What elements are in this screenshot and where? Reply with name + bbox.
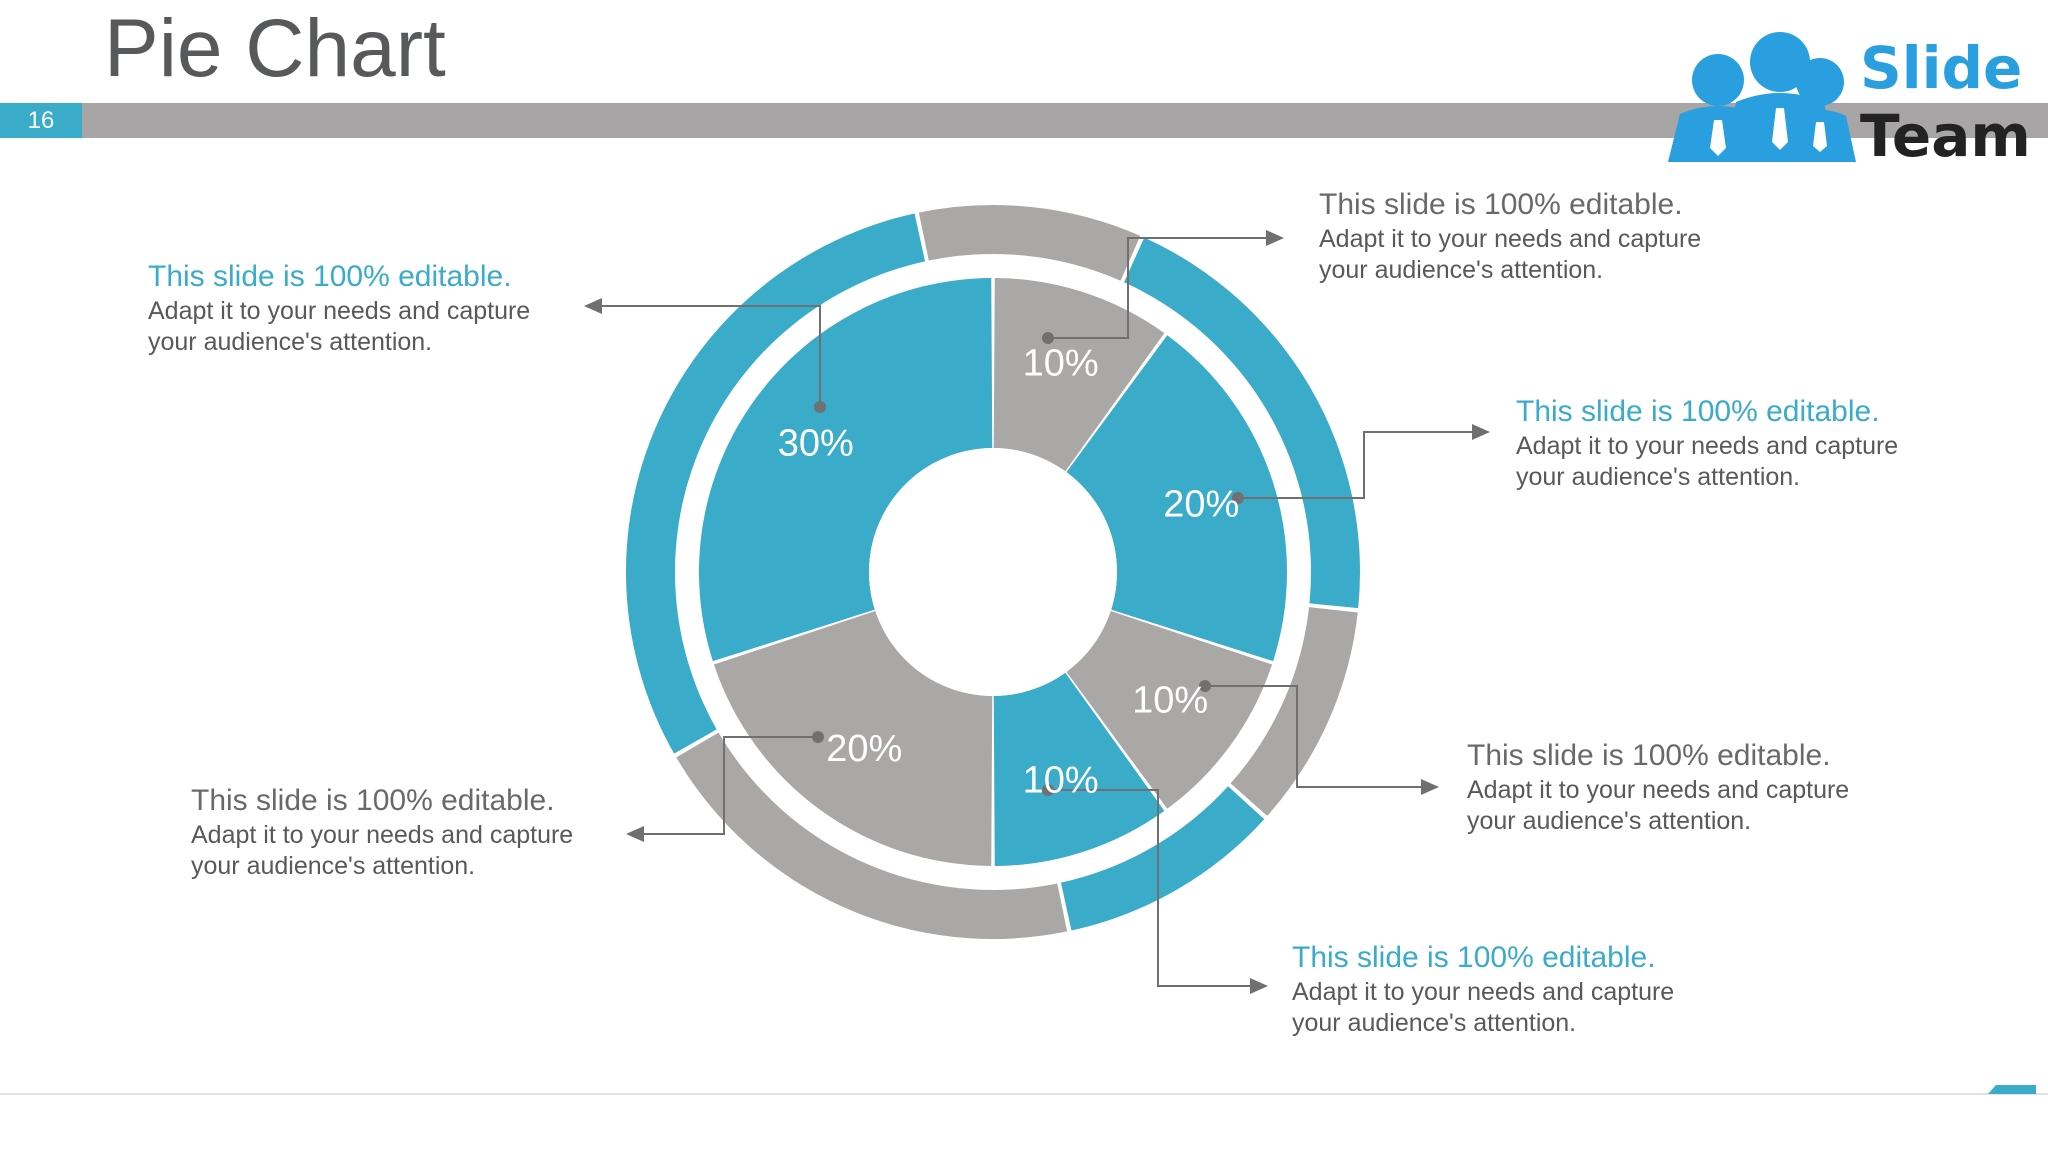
callout-heading: This slide is 100% editable. (191, 784, 555, 817)
connector-dot-2 (1232, 492, 1244, 504)
slice-label-2: 20% (1163, 483, 1239, 525)
slice-2 (1066, 335, 1287, 662)
svg-text:Team: Team (1860, 102, 2028, 164)
slice-labels: 10% 20% 10% 10% 20% 30% (778, 343, 1240, 802)
callout-line-2: your audience's attention. (1292, 1009, 1577, 1037)
people-icon (1668, 32, 1856, 162)
ring-segment-1 (918, 204, 1141, 281)
ring-segment-5 (676, 732, 1068, 939)
callout-bottom-right: This slide is 100% editable. Adapt it to… (1292, 939, 1674, 1039)
connector-6 (584, 298, 821, 407)
svg-text:Slide: Slide (1860, 34, 2022, 102)
callout-line-2: your audience's attention. (1319, 256, 1604, 284)
callout-heading: This slide is 100% editable. (1516, 395, 1880, 428)
callout-line-2: your audience's attention. (191, 852, 476, 880)
ring-segment-6 (626, 213, 926, 754)
callout-line-1: Adapt it to your needs and capture (1319, 225, 1702, 253)
donut-hole (869, 448, 1117, 696)
callout-heading: This slide is 100% editable. (1319, 188, 1683, 221)
connector-dot-5 (812, 731, 824, 743)
slice-3 (1066, 611, 1273, 809)
callout-top-right: This slide is 100% editable. Adapt it to… (1319, 186, 1701, 286)
connector-dot-6 (814, 401, 826, 413)
callout-heading: This slide is 100% editable. (1292, 941, 1656, 974)
callout-top-left: This slide is 100% editable. Adapt it to… (148, 258, 530, 358)
pie-slices (699, 278, 1287, 866)
page-number-badge: 16 (0, 103, 82, 138)
slice-label-5: 20% (826, 728, 902, 770)
ring-segment-3 (1230, 607, 1358, 816)
callout-heading: This slide is 100% editable. (148, 260, 512, 293)
connector-4 (1048, 789, 1268, 994)
connector-dot-1 (1042, 332, 1054, 344)
callout-right-lower: This slide is 100% editable. Adapt it to… (1467, 737, 1849, 837)
ring-segment-4 (1060, 786, 1265, 931)
callout-line-1: Adapt it to your needs and capture (191, 821, 574, 849)
callout-line-2: your audience's attention. (1467, 807, 1752, 835)
callout-line-1: Adapt it to your needs and capture (148, 297, 531, 325)
slice-5 (713, 611, 993, 866)
connector-5 (626, 736, 818, 842)
connectors (584, 230, 1490, 994)
connector-dot-4 (1042, 784, 1054, 796)
callout-heading: This slide is 100% editable. (1467, 739, 1831, 772)
slice-6 (699, 278, 993, 662)
slide-team-logo: Slide Team (1668, 32, 2028, 164)
footer-line (0, 1093, 2048, 1095)
slice-label-4: 10% (1023, 759, 1099, 801)
outer-ring (626, 204, 1360, 939)
slice-1 (993, 278, 1165, 472)
slice-4 (993, 672, 1165, 866)
slice-label-1: 10% (1023, 343, 1099, 385)
footer-accent (1988, 1085, 2036, 1094)
callout-bottom-left: This slide is 100% editable. Adapt it to… (191, 782, 573, 882)
callout-line-1: Adapt it to your needs and capture (1467, 776, 1850, 804)
callout-line-2: your audience's attention. (1516, 463, 1801, 491)
callout-line-1: Adapt it to your needs and capture (1516, 432, 1899, 460)
connector-1 (1048, 230, 1284, 339)
connector-dot-3 (1199, 680, 1211, 692)
callout-line-1: Adapt it to your needs and capture (1292, 978, 1675, 1006)
page-title: Pie Chart (104, 3, 446, 94)
slice-label-3: 10% (1132, 680, 1208, 722)
connector-2 (1238, 424, 1490, 499)
callout-line-2: your audience's attention. (148, 328, 433, 356)
ring-segment-2 (1124, 237, 1360, 609)
callout-right-upper: This slide is 100% editable. Adapt it to… (1516, 393, 1898, 493)
connector-3 (1205, 685, 1439, 795)
slice-label-6: 30% (778, 422, 854, 464)
